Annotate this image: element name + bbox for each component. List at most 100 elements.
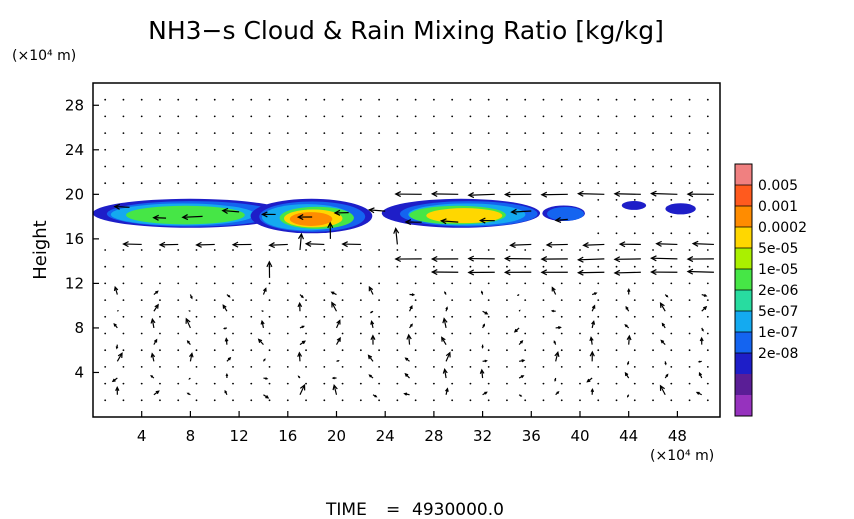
vector-head <box>586 378 591 383</box>
wind-dot <box>232 249 234 251</box>
wind-vector <box>186 340 191 346</box>
wind-dot <box>378 382 381 385</box>
wind-dot <box>432 299 435 301</box>
wind-vector <box>409 293 416 297</box>
vector-shaft <box>481 369 484 379</box>
wind-dot <box>323 132 326 135</box>
wind-dot <box>633 265 636 268</box>
wind-dot <box>706 349 709 352</box>
vector-head <box>482 323 485 327</box>
vector-head <box>261 211 268 218</box>
wind-vector <box>113 322 118 329</box>
wind-vector <box>518 340 524 346</box>
vector-head <box>262 287 267 292</box>
vector-head <box>300 295 304 299</box>
vector-shaft <box>555 218 568 221</box>
vector-shaft <box>614 271 641 274</box>
wind-dot <box>323 382 326 385</box>
wind-vector <box>650 269 678 276</box>
wind-dot <box>542 399 545 402</box>
wind-dot <box>688 399 691 402</box>
vector-head <box>467 192 475 199</box>
wind-dot <box>122 249 125 251</box>
wind-dot <box>140 299 143 301</box>
wind-dot <box>706 282 709 285</box>
wind-dot <box>414 182 417 185</box>
wind-dot <box>670 132 673 135</box>
wind-dot <box>305 282 307 285</box>
wind-dot <box>432 349 435 352</box>
wind-vector <box>467 255 495 262</box>
wind-dot <box>140 366 143 368</box>
vector-head <box>576 269 584 276</box>
wind-vector <box>445 306 449 312</box>
wind-dot <box>615 282 618 285</box>
wind-dot <box>305 132 307 135</box>
vector-head <box>227 356 232 361</box>
wind-dot <box>286 148 289 151</box>
wind-dot <box>432 148 435 151</box>
field-contour <box>289 212 333 226</box>
wind-dot <box>305 249 307 251</box>
wind-vector <box>650 190 678 197</box>
wind-dot <box>432 315 435 318</box>
vector-head <box>222 327 226 330</box>
wind-dot <box>615 349 618 352</box>
wind-dot <box>104 98 107 101</box>
wind-dot <box>359 315 362 318</box>
wind-dot <box>140 165 143 168</box>
wind-dot <box>633 249 636 251</box>
wind-dot <box>670 199 673 201</box>
colorbar-swatch <box>735 164 752 186</box>
wind-dot <box>542 182 545 185</box>
vector-shaft <box>331 302 338 312</box>
vector-head <box>115 386 120 391</box>
wind-dot <box>670 115 673 118</box>
wind-dot <box>250 349 253 352</box>
wind-dot <box>396 399 399 402</box>
colorbar: 0.005 0.001 0.0002 5e-05 1e-05 2e-06 5e-07 1e-0… <box>734 163 807 417</box>
wind-dot <box>159 115 161 118</box>
wind-dot <box>670 148 673 151</box>
wind-dot <box>250 265 253 268</box>
wind-vector <box>152 214 167 221</box>
wind-vector <box>297 351 303 362</box>
wind-vector <box>627 361 630 366</box>
vector-shaft <box>656 243 678 246</box>
wind-dot <box>706 332 709 335</box>
wind-vector <box>555 391 560 396</box>
wind-vector <box>467 192 495 199</box>
vector-head <box>113 203 121 210</box>
wind-vector <box>576 256 605 263</box>
colorbar-swatch <box>735 290 752 312</box>
wind-vector <box>554 350 560 362</box>
vector-head <box>503 191 511 198</box>
wind-dot <box>140 382 143 385</box>
vector-head <box>337 359 340 362</box>
wind-vector <box>188 352 194 362</box>
colorbar-label: 0.005 <box>758 178 798 194</box>
vector-head <box>650 190 657 197</box>
wind-dot <box>213 299 216 301</box>
wind-vector <box>664 294 669 298</box>
vector-head <box>370 320 375 325</box>
wind-vector <box>660 339 666 346</box>
wind-vector <box>624 324 630 329</box>
wind-dot <box>560 98 563 101</box>
wind-dot <box>432 98 435 101</box>
wind-dot <box>414 315 417 318</box>
wind-dot <box>688 249 691 251</box>
wind-dot <box>670 182 673 185</box>
wind-dot <box>524 132 527 135</box>
wind-dot <box>524 165 527 168</box>
wind-vector <box>482 359 488 363</box>
wind-dot <box>524 332 527 335</box>
wind-vector <box>553 340 557 345</box>
wind-vector <box>331 376 337 380</box>
wind-vector <box>297 232 305 251</box>
y-tick-label: 12 <box>65 274 84 292</box>
wind-dot <box>268 332 271 335</box>
wind-dot <box>706 148 709 151</box>
vector-head <box>613 269 621 276</box>
wind-dot <box>432 265 435 268</box>
